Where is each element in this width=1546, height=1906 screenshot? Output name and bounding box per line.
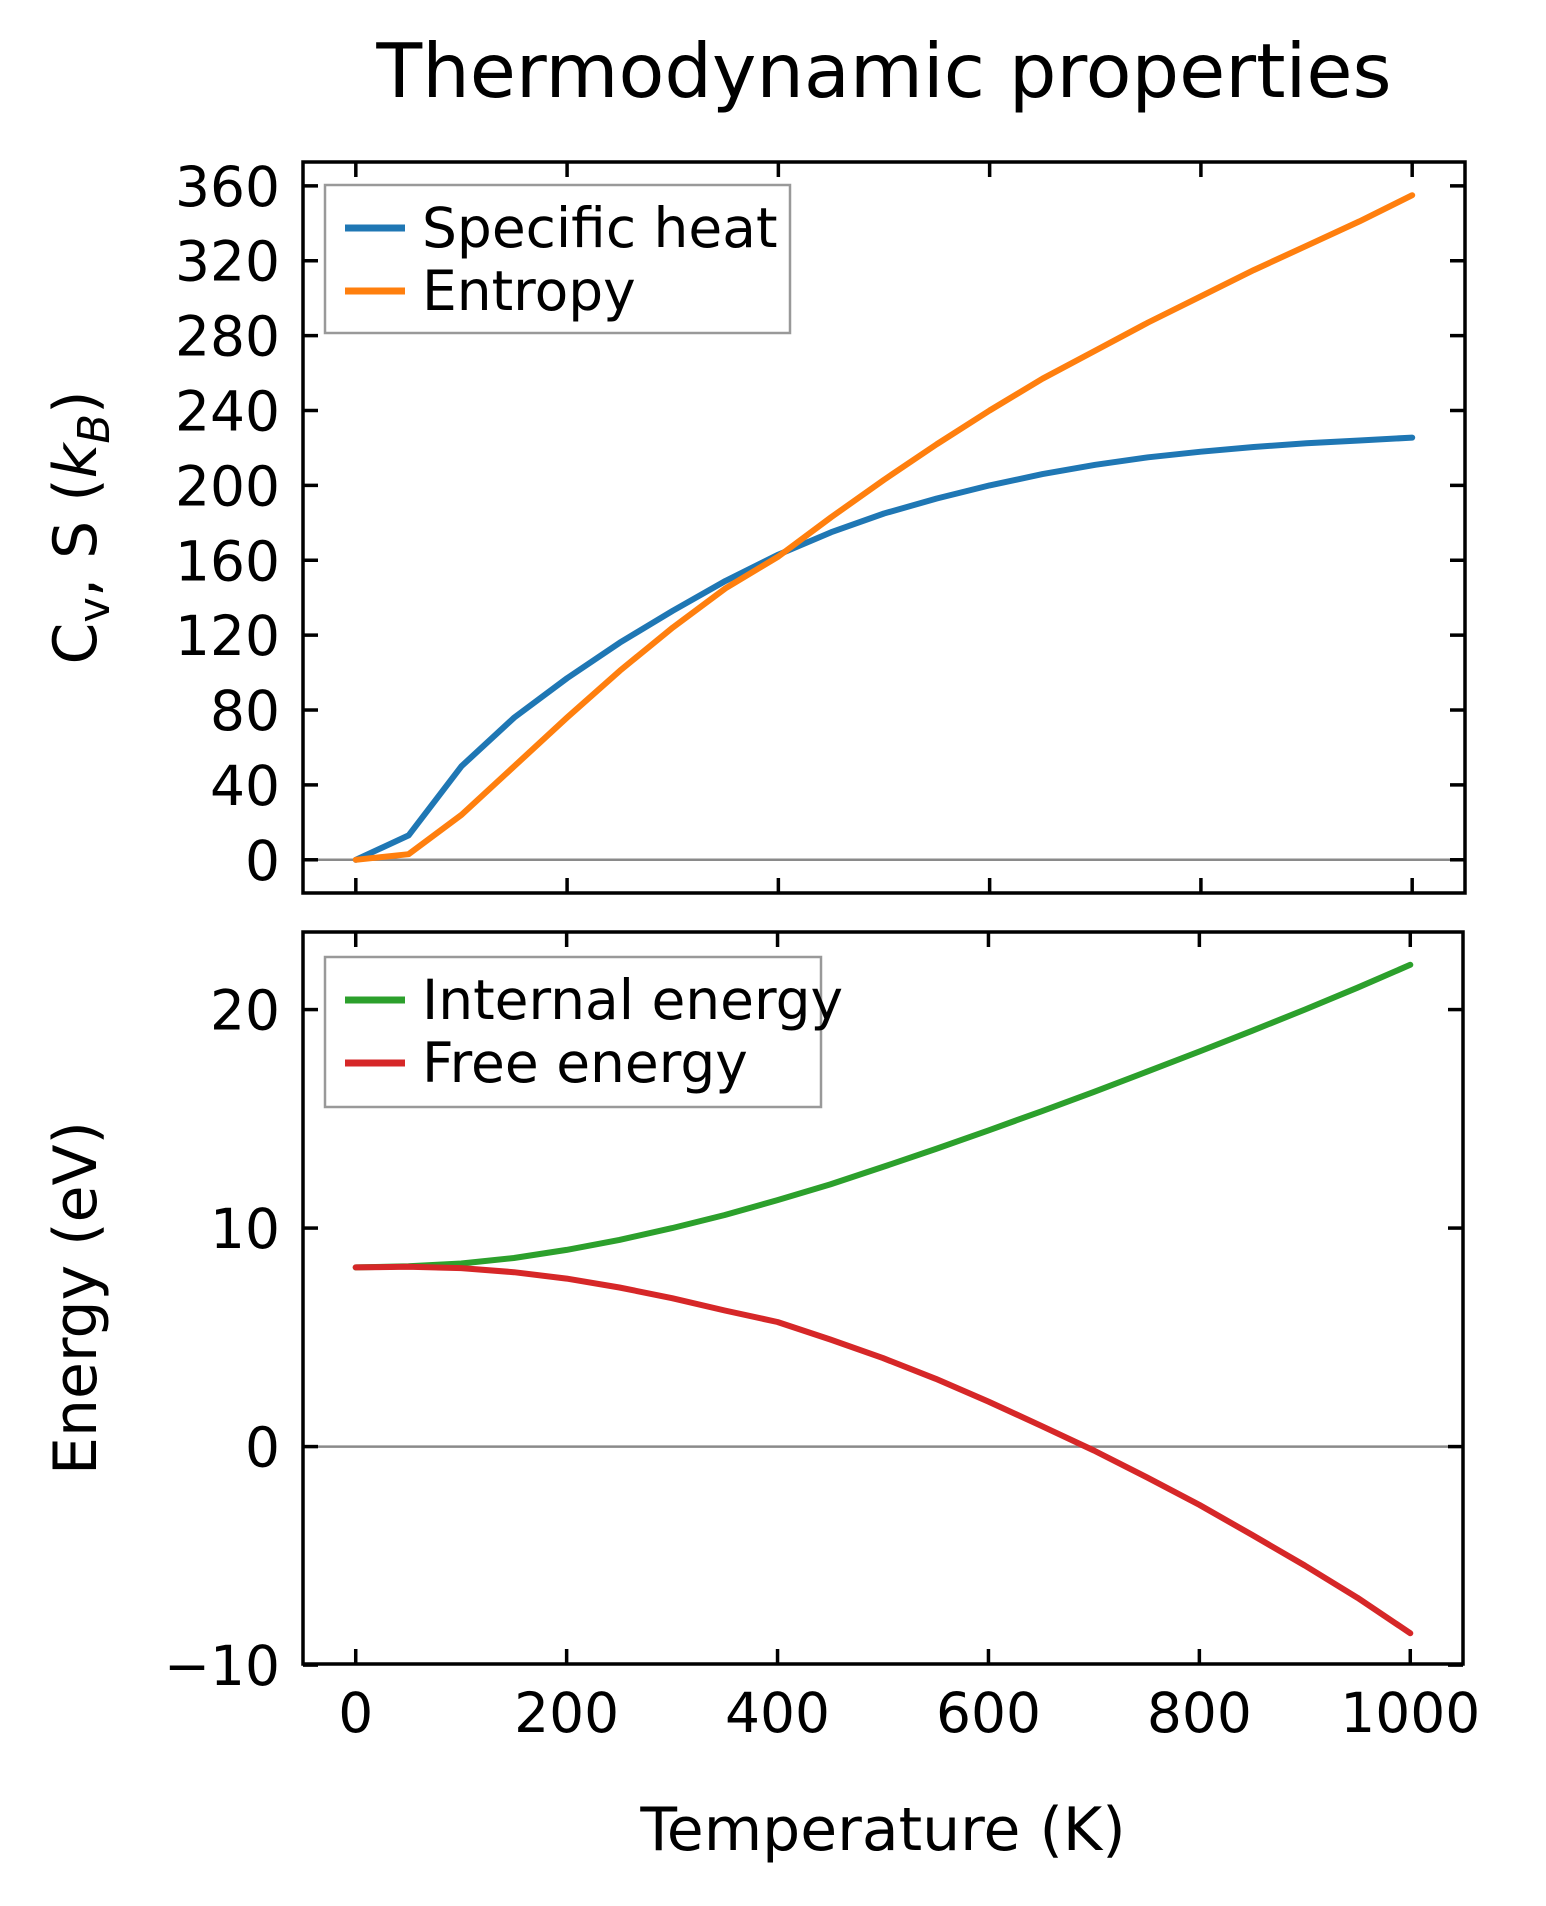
line-series-internal-energy	[352, 961, 1414, 1271]
x-axis-label: Temperature (K)	[639, 1795, 1125, 1865]
x-tick-label: 200	[514, 1681, 619, 1745]
subplot-thermo: 0 40 80 120 160 200 240 280 320 360 Cv, S (kB) Spec…	[41, 155, 1467, 895]
y-axis-label: Energy (eV)	[41, 1121, 111, 1475]
x-tick-label: 600	[936, 1681, 1041, 1745]
y-tick-label: 40	[210, 754, 280, 818]
legend-label: Specific heat	[422, 196, 778, 260]
chart-title: Thermodynamic properties	[375, 27, 1391, 115]
legend-label: Entropy	[422, 259, 636, 323]
line-series-entropy	[352, 192, 1416, 863]
subplot-energy: 0 200 400 600 800 1000 −10 0 10 20 Energy (eV) Temp…	[41, 930, 1480, 1865]
x-tick-label: 800	[1147, 1681, 1252, 1745]
y-tick-label: 20	[210, 979, 280, 1043]
y-tick-label: 360	[175, 155, 280, 219]
legend-box	[323, 183, 792, 335]
y-tick-label: 320	[175, 230, 280, 294]
y-tick-label: −10	[164, 1634, 280, 1698]
axes-frame	[301, 930, 1465, 1666]
y-axis-label: Cv, S (kB)	[41, 391, 120, 665]
y-tick-label: 0	[245, 1416, 280, 1480]
y-tick-label: 200	[175, 454, 280, 518]
y-tick-label: 80	[210, 679, 280, 743]
legend-label: Internal energy	[422, 968, 843, 1032]
legend-label: Free energy	[422, 1031, 748, 1095]
y-tick-label: 10	[210, 1197, 280, 1261]
axes-frame	[301, 160, 1467, 895]
x-tick-label: 0	[338, 1681, 373, 1745]
y-tick-label: 0	[245, 829, 280, 893]
x-tick-label: 400	[725, 1681, 830, 1745]
y-tick-label: 240	[175, 380, 280, 444]
line-series-free-energy	[352, 1263, 1414, 1637]
y-tick-label: 280	[175, 305, 280, 369]
x-tick-label: 1000	[1340, 1681, 1480, 1745]
y-tick-label: 120	[175, 604, 280, 668]
line-series-specific-heat	[352, 434, 1416, 863]
legend-box	[323, 955, 823, 1109]
y-tick-label: 160	[175, 529, 280, 593]
